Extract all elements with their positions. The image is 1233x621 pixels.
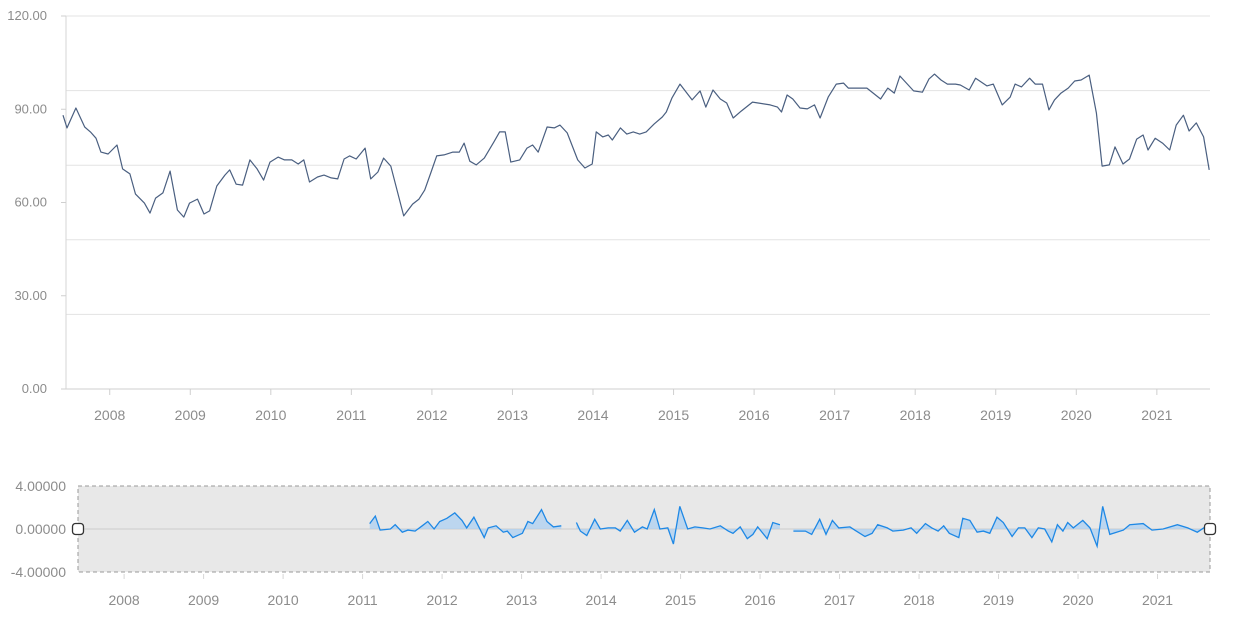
mini-x-tick-label: 2009 [188,592,219,608]
zoom-handle-right[interactable] [1203,522,1217,536]
mini-x-tick-label: 2008 [109,592,140,608]
mini-x-tick-label: 2011 [348,592,378,608]
y-tick-label: 60.00 [14,195,47,210]
x-tick-label: 2011 [336,407,366,423]
mini-x-tick-label: 2020 [1062,592,1093,608]
x-tick-label: 2020 [1061,407,1092,423]
x-tick-label: 2016 [739,407,770,423]
mini-y-tick-label: -4.00000 [11,564,66,580]
x-tick-label: 2019 [980,407,1011,423]
main-grid [65,15,1210,390]
mini-x-tick-label: 2018 [903,592,934,608]
mini-area [793,506,1206,547]
x-tick-label: 2017 [819,407,850,423]
mini-line [793,506,1206,549]
mini-x-tick-label: 2013 [506,592,537,608]
x-tick-label: 2018 [900,407,931,423]
y-tick-label: 90.00 [14,101,47,116]
x-tick-label: 2008 [94,407,125,423]
mini-area [576,506,780,544]
y-tick-label: 120.00 [7,8,47,23]
mini-x-tick-label: 2012 [427,592,458,608]
main-series [62,73,1210,218]
mini-x-tick-label: 2015 [665,592,696,608]
mini-y-tick-label: 4.00000 [15,478,66,494]
mini-x-tick-label: 2014 [585,592,616,608]
mini-x-tick-label: 2016 [744,592,775,608]
main-y-axis: 0.00 30.00 60.00 90.00 120.00 [7,8,66,396]
x-tick-label: 2014 [577,407,608,423]
y-tick-label: 30.00 [14,288,47,303]
mini-x-tick-label: 2021 [1142,592,1173,608]
mini-x-tick-label: 2010 [268,592,299,608]
mini-x-tick-label: 2019 [983,592,1014,608]
mini-line [369,508,562,540]
x-tick-label: 2012 [416,407,447,423]
x-tick-label: 2009 [175,407,206,423]
main-x-axis: 2008 2009 2010 2011 2012 2013 2014 2015 2016 2017… [94,389,1173,423]
zoom-handle-left[interactable] [71,522,85,536]
y-tick-label: 0.00 [22,381,47,396]
data-zoom-slider[interactable]: -4.00000 0.00000 4.00000 2008 2009 2010 2011 20… [11,478,1217,608]
x-tick-label: 2021 [1141,407,1172,423]
x-tick-label: 2013 [497,407,528,423]
mini-x-tick-label: 2017 [824,592,855,608]
series-line [62,73,1210,218]
mini-y-tick-label: 0.00000 [15,521,66,537]
x-tick-label: 2010 [255,407,286,423]
mini-line [575,506,781,545]
x-tick-label: 2015 [658,407,689,423]
mini-area [369,509,562,538]
